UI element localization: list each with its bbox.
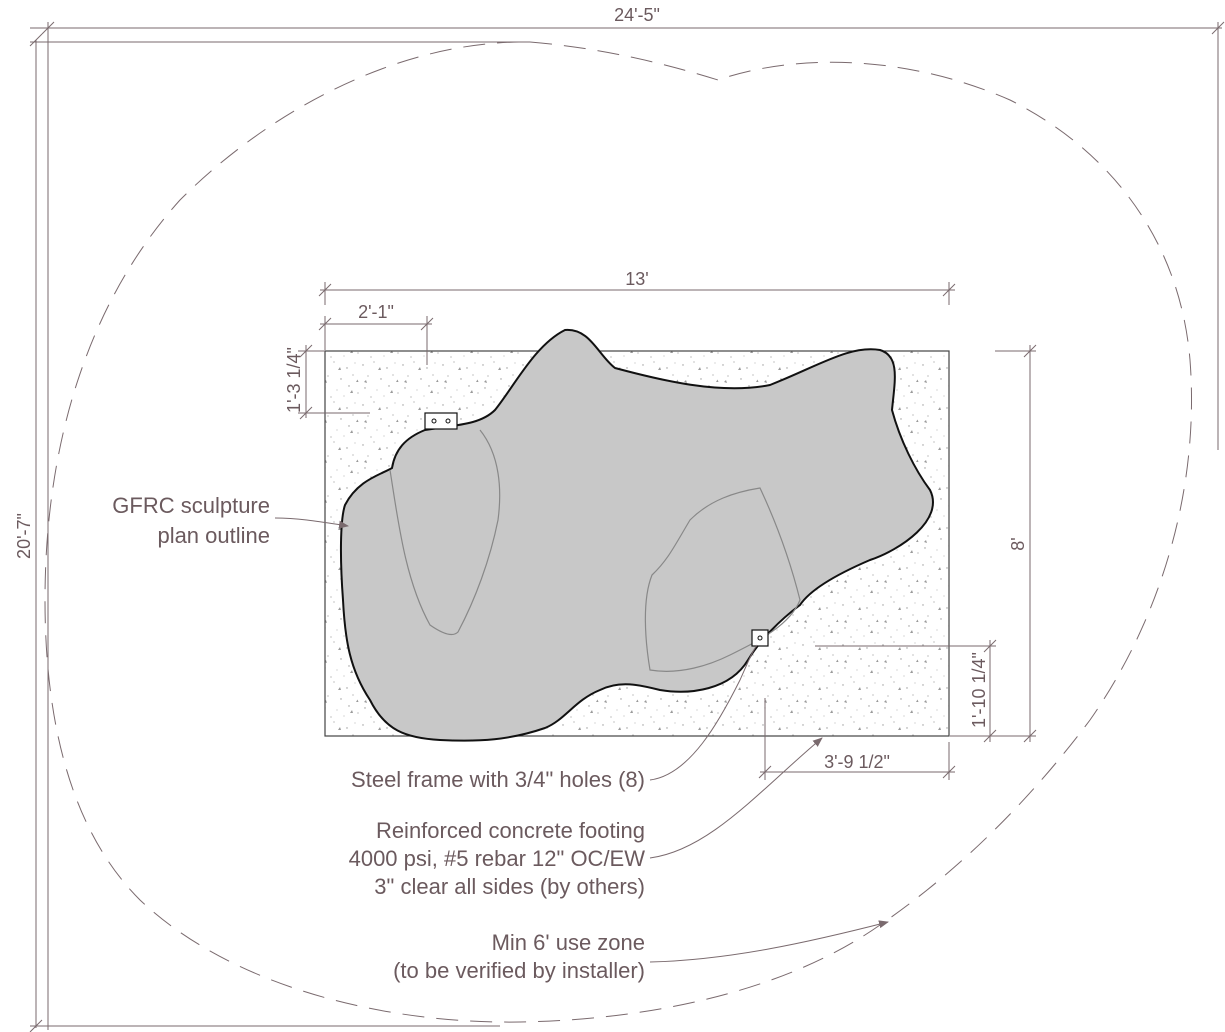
dim-frame2-offset-x-label: 3'-9 1/2" [824,752,890,772]
note-steel-frame: Steel frame with 3/4" holes (8) [351,767,645,792]
note-footing-line2: 4000 psi, #5 rebar 12" OC/EW [349,846,646,871]
note-footing-line1: Reinforced concrete footing [376,818,645,843]
dim-footing-height-label: 8' [1008,537,1028,550]
note-sculpture-line1: GFRC sculpture [112,493,270,518]
steel-frame-plate-top [424,412,458,430]
dim-frame-offset-x-label: 2'-1" [358,302,394,322]
leader-steel-frame [649,644,758,781]
dim-frame2-offset-y [815,639,997,743]
note-footing-line3: 3" clear all sides (by others) [374,874,645,899]
dim-frame-offset-y [298,344,370,420]
dim-frame2-offset-y-label: 1'-10 1/4" [969,652,989,728]
sculpture-inner-contour-right [644,487,801,672]
dim-footing-width [318,282,956,305]
use-zone-outline [44,41,1193,1023]
dim-overall-width [30,21,1225,1030]
dim-frame2-offset-x [758,698,956,780]
note-use-zone-line1: Min 6' use zone [492,930,645,955]
sculpture-inner-contour-left [389,429,501,636]
dim-overall-height [29,33,530,1032]
note-use-zone-line2: (to be verified by installer) [393,958,645,983]
dim-frame-offset-x [318,316,434,365]
steel-frame-plate-bottom [751,629,769,647]
gfrc-sculpture-outline [339,328,934,742]
leader-use-zone [649,920,889,963]
dim-overall-height-label: 20'-7" [14,513,34,559]
note-sculpture-line2: plan outline [157,523,270,548]
dim-overall-width-label: 24'-5" [614,5,660,25]
dim-footing-width-label: 13' [625,269,648,289]
leader-footing [649,737,823,859]
dim-frame-offset-y-label: 1'-3 1/4" [284,347,304,413]
leader-sculpture [274,517,349,529]
dim-footing-height [995,344,1037,743]
